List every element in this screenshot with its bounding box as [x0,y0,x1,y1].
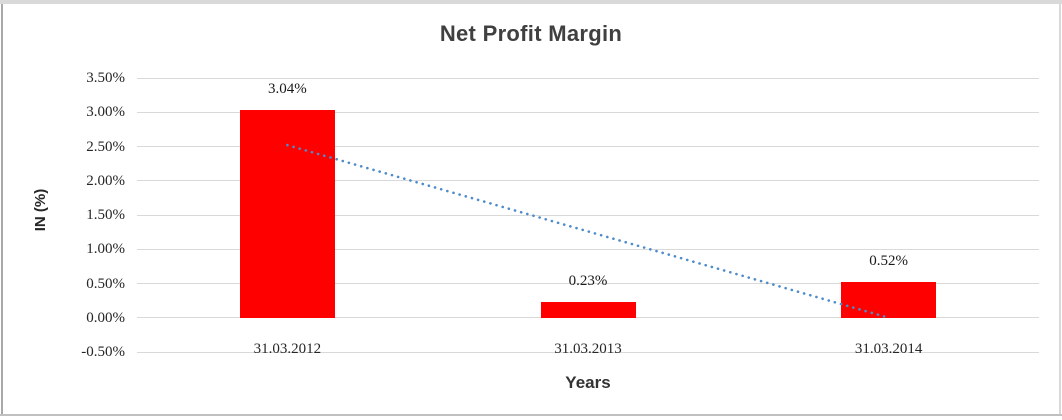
y-tick-label: 2.50% [86,138,125,155]
bar-data-label: 0.52% [869,253,909,270]
y-tick-label: 0.50% [86,275,125,292]
y-tick-label: 1.50% [86,207,125,223]
frame-border-right [1059,4,1061,414]
x-category-label: 31.03.2012 [253,341,322,357]
bar [540,301,636,318]
frame-border-top [0,0,1062,4]
x-category-label: 31.03.2013 [554,341,622,357]
y-tick-label: -0.50% [81,344,125,360]
x-category-label: 31.03.2014 [854,341,923,357]
y-tick-label: 3.00% [86,104,125,121]
gridline [137,351,1039,353]
frame-border-bottom [0,414,1062,416]
bar [841,282,937,318]
bar-data-label: 0.23% [568,272,608,289]
x-axis-title: Years [565,373,611,392]
y-tick-label: 1.00% [86,241,125,258]
chart-title: Net Profit Margin [439,21,623,46]
frame-border-left [1,4,3,414]
gridline [137,77,1039,79]
y-tick-label: 3.50% [86,70,125,86]
gridline [137,111,1039,113]
bar [239,109,335,318]
y-tick-label: 2.00% [86,172,125,189]
y-tick-label: 0.00% [86,309,125,326]
bar-data-label: 3.04% [267,80,307,97]
